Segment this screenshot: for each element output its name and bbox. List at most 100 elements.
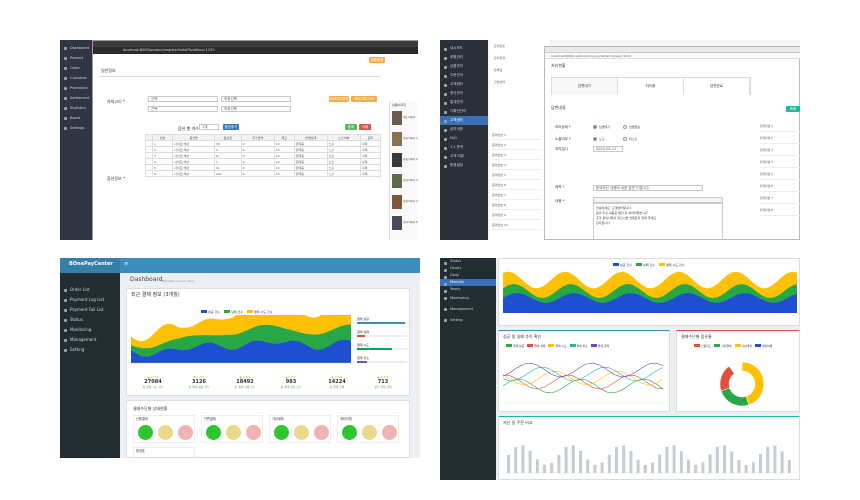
sidebar-item[interactable]: Monitoring (60, 325, 120, 335)
sidebar-item[interactable]: 환경설정 (440, 161, 488, 170)
save-button[interactable]: 등록 (345, 124, 357, 130)
sidebar-item[interactable]: Monitoring (440, 293, 496, 304)
sidebar-item[interactable]: 통계관리 (440, 98, 488, 107)
sidebar-item[interactable]: Product (60, 53, 96, 63)
list-item[interactable]: 문의번호 8 (492, 200, 542, 210)
category-select-3[interactable]: 선택 (148, 106, 218, 112)
sidebar-item[interactable]: Settings (60, 123, 96, 133)
list-item[interactable]: 문의번호 7 (492, 190, 542, 200)
sidebar-item[interactable]: 고객 리뷰 (440, 152, 488, 161)
status-tab[interactable]: 처리중 (618, 78, 684, 95)
sidebar-item[interactable]: 고객센터 (440, 80, 488, 89)
sidebar-item[interactable]: Order List (60, 285, 120, 295)
table-row[interactable]: 6 사이즈/색상 XXL 0 10 판매중 노출 삭제 (144, 170, 382, 177)
progress-bar (357, 361, 407, 363)
register-product-button[interactable]: 상품등록 (369, 57, 385, 63)
sidebar-item[interactable]: Status (60, 315, 120, 325)
sidebar-item[interactable]: Promotion (60, 83, 96, 93)
order-bar-chart (503, 445, 797, 474)
sidebar-item[interactable]: Dashboard (60, 43, 96, 53)
sidebar-item[interactable]: 회원관리 (440, 53, 488, 62)
sidebar-item[interactable]: Hourly (440, 265, 496, 272)
radio-button[interactable] (593, 125, 597, 129)
progress-label: 결제 실패 (357, 330, 369, 334)
date-input[interactable]: 2023-08-21 (593, 146, 623, 152)
radio-button[interactable] (593, 137, 597, 141)
answer-editor[interactable]: 안녕하세요. 고객센터입니다. 문의 주신 내용은 확인 후 처리되었습니다. 추가… (593, 203, 723, 240)
sidebar-item[interactable]: 정산관리 (440, 89, 488, 98)
category-select-2[interactable]: 하위선택 (221, 96, 291, 102)
sidebar-item[interactable]: 상품관리 (440, 62, 488, 71)
editor-toolbar[interactable] (593, 197, 723, 203)
sidebar-item[interactable]: Management (440, 304, 496, 315)
sidebar-item[interactable]: Setting (60, 345, 120, 355)
add-option-button[interactable]: 옵션추가 (223, 124, 239, 130)
product-thumbnail[interactable] (392, 216, 402, 230)
category-select-1[interactable]: 선택 (148, 96, 218, 102)
table-row[interactable]: 4 사이즈/색상 L 0 10 판매중 노출 삭제 (144, 158, 382, 165)
list-item[interactable]: 문의번호 1 (492, 130, 542, 140)
sidebar-item[interactable]: FAQ (440, 134, 488, 143)
url-text[interactable]: localhost:8080/product/registerDetail?pr… (123, 48, 215, 52)
sidebar-item[interactable]: 대시보드 (440, 44, 488, 53)
sidebar-item[interactable]: Payment Log List (60, 295, 120, 305)
right-list-item[interactable]: 문의번호 3 (760, 144, 800, 156)
list-button[interactable]: 목록 (786, 106, 800, 112)
right-list-item[interactable]: 문의번호 7 (760, 192, 800, 204)
product-thumbnail[interactable] (392, 153, 402, 167)
menu-toggle-icon[interactable]: ≡ (124, 261, 129, 267)
option-count-select[interactable]: 1개 (199, 124, 219, 130)
bar (687, 459, 690, 473)
answer-title-input[interactable]: 문의하신 내용에 대한 답변 드립니다. (593, 185, 703, 191)
list-item[interactable]: 문의번호 9 (492, 210, 542, 220)
sidebar-item[interactable]: 기획전관리 (440, 107, 488, 116)
sidebar-item[interactable]: Status (440, 258, 496, 265)
table-cell[interactable] (144, 170, 154, 177)
right-list-item[interactable]: 문의번호 5 (760, 168, 800, 180)
brand-logo[interactable]: BOnePayCenter (69, 261, 113, 267)
list-item[interactable]: 문의번호 6 (492, 180, 542, 190)
sidebar-item[interactable]: Daily (440, 272, 496, 279)
add-category-button[interactable]: 카테고리추가 (329, 96, 349, 102)
right-list-item[interactable]: 문의번호 8 (760, 204, 800, 216)
product-thumbnail[interactable] (392, 132, 402, 146)
list-item[interactable]: 문의번호 2 (492, 140, 542, 150)
sidebar-item[interactable]: Payment Fail List (60, 305, 120, 315)
sidebar-item[interactable]: Customer (60, 73, 96, 83)
sidebar-item[interactable]: Order (60, 63, 96, 73)
url-text[interactable]: localhost:8080/customer/inquiry/detail?i… (551, 53, 632, 58)
table-row[interactable]: 1 사이즈/색상 XS 0 10 판매중 노출 삭제 (144, 140, 382, 147)
sidebar-item[interactable]: Statistics (60, 103, 96, 113)
radio-button[interactable] (623, 125, 627, 129)
radio-button[interactable] (623, 137, 627, 141)
sidebar-item[interactable]: Yearly (440, 286, 496, 293)
page-subtitle: BOnePay Center Main (162, 279, 195, 283)
sidebar-item[interactable]: Setting (440, 315, 496, 326)
table-row[interactable]: 2 사이즈/색상 S 0 10 판매중 노출 삭제 (144, 146, 382, 153)
sidebar-item[interactable]: Monthly (440, 279, 496, 286)
sidebar-item[interactable]: 공지사항 (440, 125, 488, 134)
delete-category-button[interactable]: 카테고리삭제 (351, 96, 377, 102)
sidebar-item[interactable]: Settlement (60, 93, 96, 103)
sidebar-item[interactable]: 주문관리 (440, 71, 488, 80)
sidebar-item[interactable]: 고객센터 (440, 116, 488, 125)
sidebar-item[interactable]: Board (60, 113, 96, 123)
status-tab[interactable]: 답변완료 (684, 78, 750, 95)
right-list-item[interactable]: 문의번호 4 (760, 156, 800, 168)
sidebar-item[interactable]: 1:1 문의 (440, 143, 488, 152)
list-item[interactable]: 문의번호 4 (492, 160, 542, 170)
top-area-card: 성공 건수 실패 건수 결제 시도 건수 (498, 258, 800, 326)
right-list-item[interactable]: 문의번호 2 (760, 132, 800, 144)
status-tab[interactable]: 답변대기 (552, 78, 618, 95)
right-list-item[interactable]: 문의번호 6 (760, 180, 800, 192)
right-list-item[interactable]: 문의번호 1 (760, 120, 800, 132)
delete-button[interactable]: 삭제 (359, 124, 371, 130)
product-thumbnail[interactable] (392, 174, 402, 188)
sidebar-item[interactable]: Management (60, 335, 120, 345)
list-item[interactable]: 문의번호 10 (492, 220, 542, 230)
product-thumbnail[interactable] (392, 195, 402, 209)
category-select-4[interactable]: 하위선택 (221, 106, 291, 112)
product-thumbnail[interactable] (392, 111, 402, 125)
list-item[interactable]: 문의번호 3 (492, 150, 542, 160)
list-item[interactable]: 문의번호 5 (492, 170, 542, 180)
